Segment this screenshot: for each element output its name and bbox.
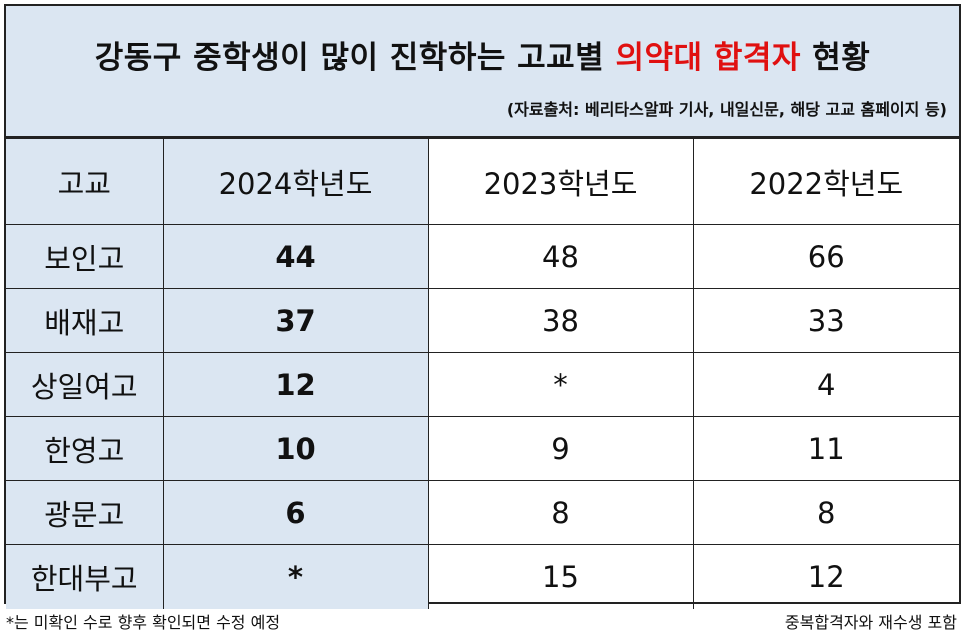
count-2022-cell: 12 (692, 544, 959, 609)
unverified-footnote: *는 미확인 수로 향후 확인되면 수정 예정 (6, 613, 281, 632)
table-row: 한대부고 * 15 12 (6, 544, 959, 609)
school-name-cell: 한대부고 (6, 544, 164, 609)
count-2024-cell: 12 (162, 352, 429, 417)
count-2022-cell: 8 (692, 480, 959, 545)
admissions-table: 고교 2024학년도 2023학년도 2022학년도 보인고 44 48 66 … (6, 138, 959, 609)
count-2024-cell: 6 (162, 480, 429, 545)
count-2022-cell: 66 (692, 224, 959, 289)
count-2023-cell: 8 (427, 480, 694, 545)
count-2024-cell: 10 (162, 416, 429, 481)
count-2024-cell: 44 (162, 224, 429, 289)
count-2023-cell: 48 (427, 224, 694, 289)
school-name-cell: 광문고 (6, 480, 164, 545)
column-header-2023: 2023학년도 (427, 138, 694, 225)
title-highlight-medical: 의약대 (615, 40, 703, 76)
count-2022-cell: 4 (692, 352, 959, 417)
title-highlight-admitted: 합격자 (713, 40, 801, 76)
count-2023-cell: 15 (427, 544, 694, 609)
count-2022-cell: 33 (692, 288, 959, 353)
source-citation: (자료출처: 베리타스알파 기사, 내일신문, 해당 고교 홈페이지 등) (506, 100, 947, 119)
inclusion-footnote: 중복합격자와 재수생 포함 (784, 613, 957, 632)
school-name-cell: 상일여고 (6, 352, 164, 417)
count-2023-cell: * (427, 352, 694, 417)
table-row: 광문고 6 8 8 (6, 480, 959, 545)
title-space (703, 40, 714, 76)
count-2023-cell: 9 (427, 416, 694, 481)
page-title: 강동구 중학생이 많이 진학하는 고교별 의약대 합격자 현황 (6, 32, 959, 77)
count-2024-cell: * (162, 544, 429, 609)
column-header-2024: 2024학년도 (162, 138, 429, 225)
school-name-cell: 보인고 (6, 224, 164, 289)
school-name-cell: 배재고 (6, 288, 164, 353)
count-2022-cell: 11 (692, 416, 959, 481)
title-suffix: 현황 (800, 40, 871, 76)
results-table-card: 강동구 중학생이 많이 진학하는 고교별 의약대 합격자 현황 (자료출처: 베… (4, 4, 961, 609)
table-row: 배재고 37 38 33 (6, 288, 959, 353)
count-2024-cell: 37 (162, 288, 429, 353)
table-row: 한영고 10 9 11 (6, 416, 959, 481)
table-header-row: 고교 2024학년도 2023학년도 2022학년도 (6, 138, 959, 225)
table-header-banner: 강동구 중학생이 많이 진학하는 고교별 의약대 합격자 현황 (자료출처: 베… (6, 6, 959, 138)
count-2023-cell: 38 (427, 288, 694, 353)
column-header-school: 고교 (6, 138, 164, 225)
title-prefix: 강동구 중학생이 많이 진학하는 고교별 (94, 40, 616, 76)
school-name-cell: 한영고 (6, 416, 164, 481)
table-row: 보인고 44 48 66 (6, 224, 959, 289)
column-header-2022: 2022학년도 (692, 138, 959, 225)
table-row: 상일여고 12 * 4 (6, 352, 959, 417)
